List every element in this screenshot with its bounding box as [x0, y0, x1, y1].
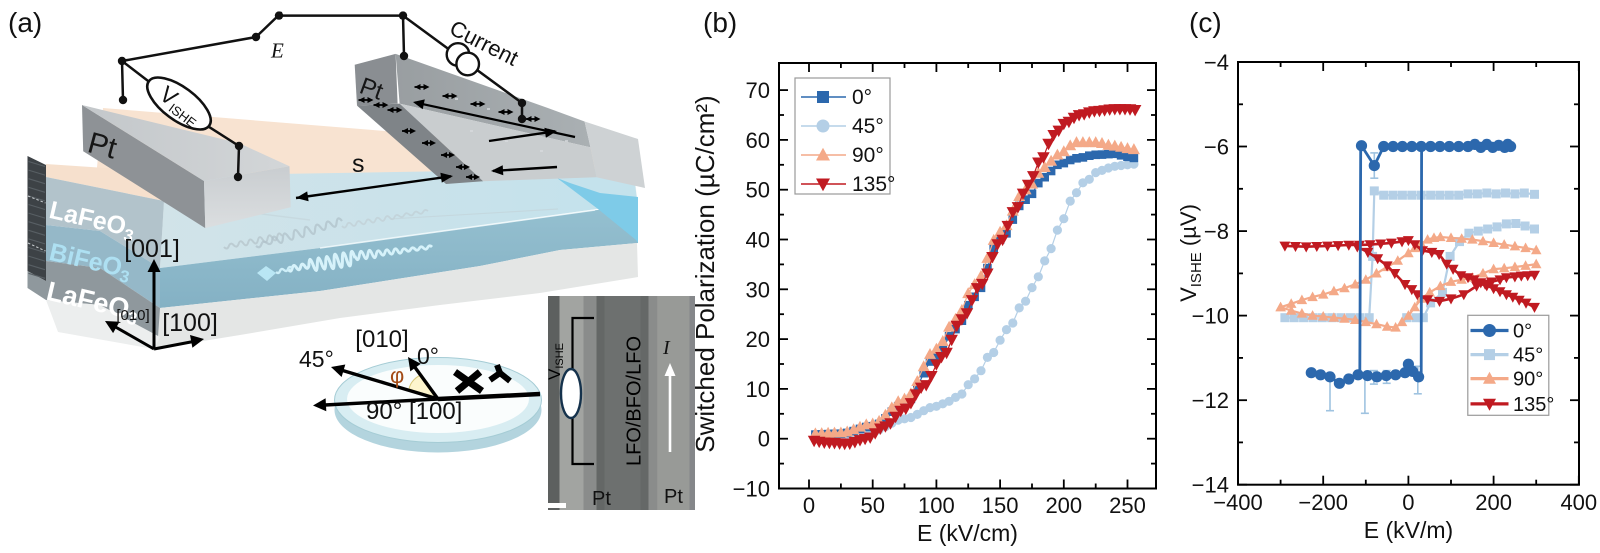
svg-text:[001]: [001]: [124, 235, 180, 263]
svg-text:45°: 45°: [1513, 345, 1543, 367]
svg-text:[010]: [010]: [116, 307, 149, 324]
svg-text:[010]: [010]: [355, 326, 408, 353]
svg-text:Pt: Pt: [664, 486, 683, 508]
svg-text:−4: −4: [1204, 50, 1229, 75]
svg-text:−400: −400: [1213, 490, 1263, 515]
svg-text:E: E: [270, 39, 284, 63]
svg-text:135°: 135°: [1513, 394, 1554, 416]
svg-text:−12: −12: [1192, 388, 1229, 413]
svg-text:Pt: Pt: [592, 488, 611, 510]
svg-text:50: 50: [746, 178, 770, 203]
svg-text:90°: 90°: [852, 144, 884, 167]
svg-text:(b): (b): [703, 7, 737, 38]
svg-text:VISHE (µV): VISHE (µV): [1176, 204, 1205, 302]
svg-text:0: 0: [758, 427, 770, 452]
svg-text:150: 150: [982, 493, 1019, 518]
svg-text:−10: −10: [733, 477, 770, 502]
svg-text:100: 100: [918, 493, 955, 518]
svg-text:0°: 0°: [852, 86, 872, 109]
svg-text:0: 0: [1402, 490, 1414, 515]
svg-text:Switched Polarization (µC/cm²): Switched Polarization (µC/cm²): [690, 95, 720, 452]
svg-text:90° [100]: 90° [100]: [366, 398, 462, 425]
svg-text:[100]: [100]: [162, 309, 218, 337]
svg-text:E (kV/cm): E (kV/cm): [917, 520, 1018, 546]
svg-text:50: 50: [860, 493, 884, 518]
svg-text:LFO/BFO/LFO: LFO/BFO/LFO: [623, 336, 645, 466]
svg-text:−8: −8: [1204, 219, 1229, 244]
svg-text:250: 250: [1109, 493, 1146, 518]
svg-text:I: I: [662, 337, 671, 359]
svg-text:20: 20: [746, 327, 770, 352]
svg-text:−14: −14: [1192, 473, 1229, 498]
svg-text:10: 10: [746, 377, 770, 402]
svg-text:90°: 90°: [1513, 369, 1543, 391]
svg-text:0: 0: [803, 493, 815, 518]
svg-text:s: s: [352, 150, 365, 178]
svg-text:135°: 135°: [852, 173, 895, 196]
svg-text:0°: 0°: [417, 343, 439, 369]
svg-text:45°: 45°: [299, 346, 334, 372]
svg-text:−10: −10: [1192, 304, 1229, 329]
svg-text:45°: 45°: [852, 115, 884, 138]
svg-text:60: 60: [746, 128, 770, 153]
svg-text:400: 400: [1560, 490, 1597, 515]
svg-text:E (kV/m): E (kV/m): [1364, 517, 1453, 543]
svg-text:(c): (c): [1189, 7, 1222, 38]
svg-text:200: 200: [1045, 493, 1082, 518]
svg-text:−6: −6: [1204, 135, 1229, 160]
svg-text:φ: φ: [390, 363, 404, 388]
svg-text:70: 70: [746, 78, 770, 103]
svg-text:0°: 0°: [1513, 321, 1532, 343]
svg-text:30: 30: [746, 277, 770, 302]
svg-text:200: 200: [1475, 490, 1512, 515]
svg-text:(a): (a): [8, 7, 42, 38]
svg-text:−200: −200: [1298, 490, 1348, 515]
svg-text:40: 40: [746, 228, 770, 253]
